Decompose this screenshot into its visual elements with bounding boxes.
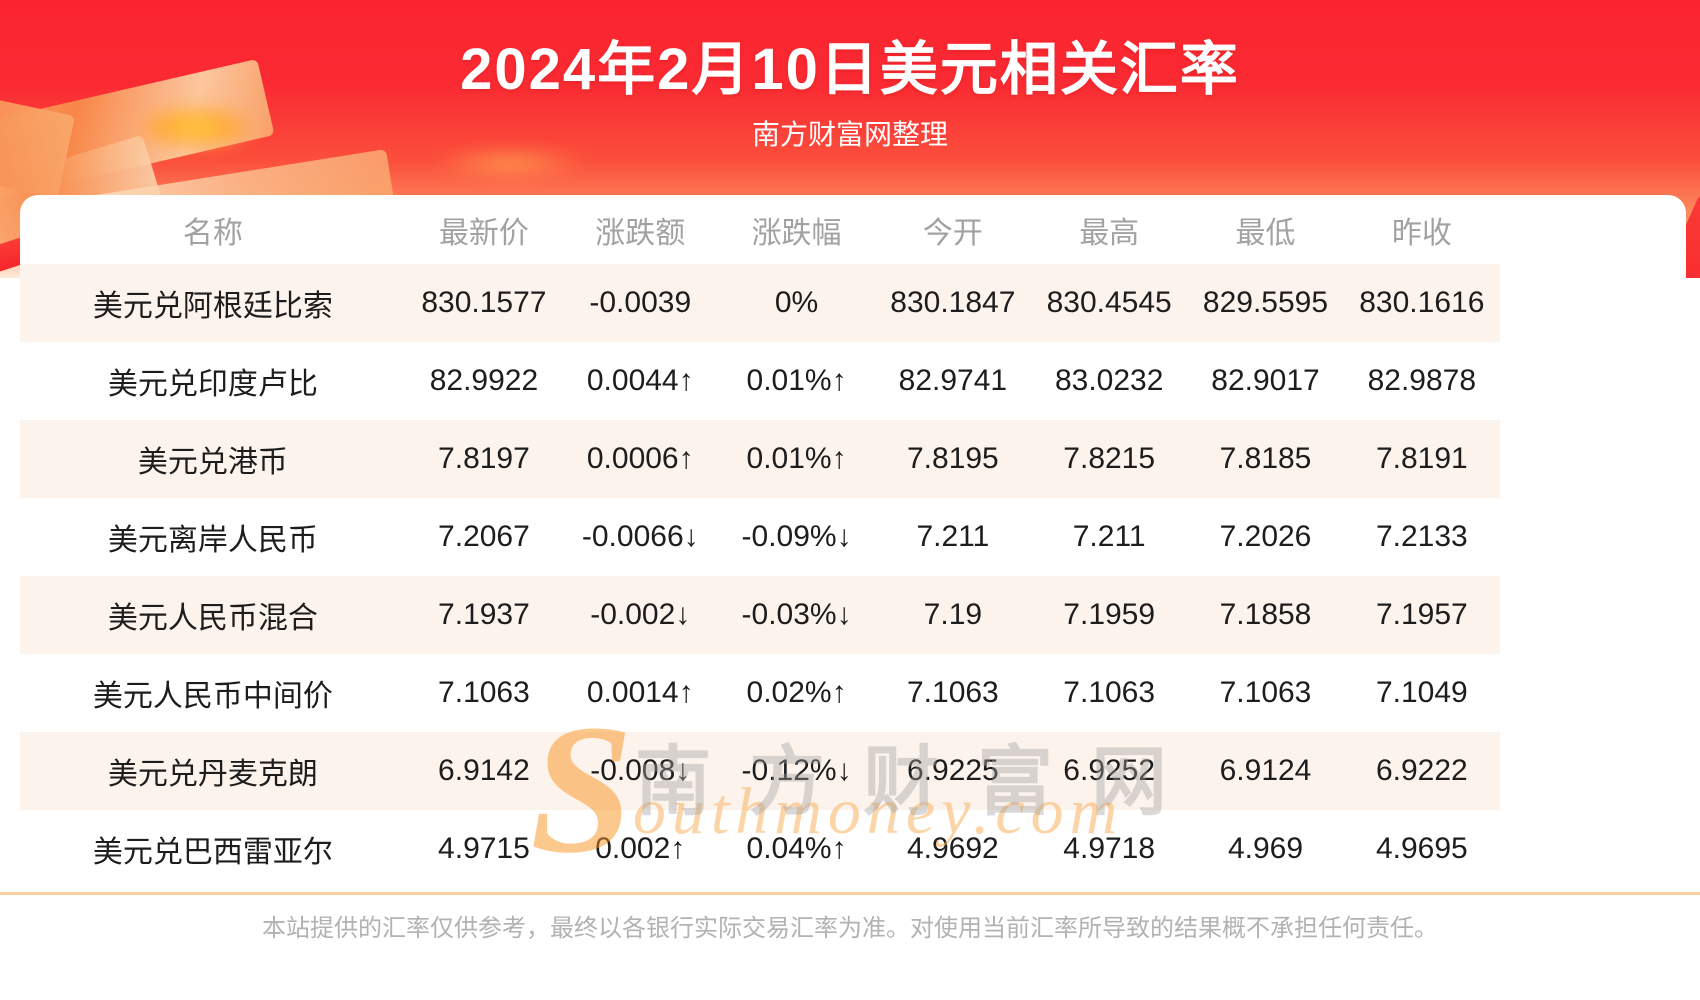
cell-latest: 7.2067 (438, 520, 530, 553)
cell-high: 83.0232 (1054, 364, 1164, 397)
cell-prev_close: 7.1049 (1375, 676, 1468, 709)
column-header-3: 涨跌幅 (751, 216, 842, 250)
cell-prev_close: 7.2133 (1375, 520, 1468, 553)
cell-high: 7.8215 (1031, 420, 1188, 498)
cell-change: -0.002↓ (562, 576, 719, 654)
cell-open: 7.8195 (874, 420, 1032, 498)
cell-low: 7.8185 (1187, 420, 1344, 498)
cell-latest: 82.9922 (429, 364, 539, 397)
column-header-2: 涨跌额 (595, 216, 686, 250)
table-header-row: 名称 最新价 涨跌额 涨跌幅 今开 最高 最低 昨收 (20, 195, 1500, 264)
cell-name: 美元人民币混合 (20, 576, 406, 654)
column-header-5: 最高 (1079, 216, 1140, 250)
cell-change_pct: -0.03%↓ (718, 576, 875, 654)
cell-name: 美元兑港币 (20, 420, 406, 498)
disclaimer-text: 本站提供的汇率仅供参考，最终以各银行实际交易汇率为准。对使用当前汇率所导致的结果… (262, 915, 1438, 942)
cell-name: 美元兑丹麦克朗 (20, 732, 406, 810)
cell-change_pct: 0.04%↑ (746, 832, 847, 865)
footer-divider (0, 892, 1700, 895)
table-row: 美元兑丹麦克朗 6.9142 -0.008↓ -0.12%↓ 6.9225 6.9252 6… (20, 732, 1500, 810)
glow-highlight-icon (430, 150, 590, 176)
page-subtitle: 南方财富网整理 (751, 119, 948, 150)
cell-prev_close: 4.9695 (1375, 832, 1468, 865)
table-row: 美元兑巴西雷亚尔 4.9715 0.002↑ 0.04%↑ 4.9692 4.9718 4.… (20, 810, 1500, 888)
cell-prev_close: 7.8191 (1343, 420, 1500, 498)
column-header-0: 名称 (182, 216, 243, 250)
cell-open: 7.19 (874, 576, 1032, 654)
cell-prev_close: 830.1616 (1343, 264, 1500, 342)
cell-change: -0.008↓ (562, 732, 719, 810)
cell-open: 7.1063 (906, 676, 999, 709)
cell-low: 82.9017 (1211, 364, 1320, 397)
cell-change: -0.0066↓ (581, 520, 699, 553)
cell-latest: 7.8197 (405, 420, 563, 498)
cell-change_pct: -0.12%↓ (718, 732, 875, 810)
cell-high: 7.211 (1072, 520, 1146, 553)
cell-prev_close: 6.9222 (1343, 732, 1500, 810)
cell-low: 7.2026 (1219, 520, 1312, 553)
cell-low: 7.1858 (1187, 576, 1344, 654)
cell-change_pct: 0.02%↑ (746, 676, 847, 709)
table-row: 美元人民币混合 7.1937 -0.002↓ -0.03%↓ 7.19 7.1959 7.1… (20, 576, 1500, 654)
cell-latest: 7.1063 (438, 676, 530, 709)
table-row: 美元兑港币 7.8197 0.0006↑ 0.01%↑ 7.8195 7.8215 7.81… (20, 420, 1500, 498)
cell-name: 美元离岸人民币 (107, 524, 318, 557)
column-header-1: 最新价 (438, 216, 529, 250)
cell-change_pct: -0.09%↓ (741, 520, 852, 553)
cell-change: -0.0039 (562, 264, 719, 342)
table-row: 美元离岸人民币 7.2067 -0.0066↓ -0.09%↓ 7.211 7.211 7.… (20, 498, 1500, 576)
cell-prev_close: 82.9878 (1367, 364, 1477, 397)
cell-prev_close: 7.1957 (1343, 576, 1500, 654)
cell-change_pct: 0% (718, 264, 875, 342)
page-title: 2024年2月10日美元相关汇率 (460, 37, 1240, 102)
cell-high: 7.1063 (1063, 676, 1156, 709)
cell-change: 0.002↑ (595, 832, 686, 865)
cell-low: 829.5595 (1187, 264, 1344, 342)
cell-latest: 830.1577 (405, 264, 563, 342)
table-row: 美元兑阿根廷比索 830.1577 -0.0039 0% 830.1847 830.454… (20, 264, 1500, 342)
rates-table-card: Southmoney.com 南方财富网 名称 最新价 涨跌额 涨跌幅 今开 最高 最低 昨收… (20, 195, 1686, 888)
cell-high: 6.9252 (1031, 732, 1188, 810)
cell-low: 6.9124 (1187, 732, 1344, 810)
cell-name: 美元人民币中间价 (92, 680, 333, 713)
column-header-6: 最低 (1235, 216, 1296, 250)
cell-change: 0.0044↑ (586, 364, 694, 397)
cell-change: 0.0014↑ (586, 676, 694, 709)
cell-change_pct: 0.01%↑ (718, 420, 875, 498)
column-header-7: 昨收 (1391, 216, 1452, 250)
rates-table: 名称 最新价 涨跌额 涨跌幅 今开 最高 最低 昨收 美元兑阿根廷比索 830.1577 -0.0… (20, 195, 1500, 888)
cell-open: 82.9741 (898, 364, 1008, 397)
cell-change: 0.0006↑ (562, 420, 719, 498)
cell-open: 830.1847 (874, 264, 1032, 342)
cell-latest: 4.9715 (438, 832, 530, 865)
cell-change_pct: 0.01%↑ (746, 364, 847, 397)
cell-low: 4.969 (1227, 832, 1304, 865)
cell-latest: 6.9142 (405, 732, 563, 810)
cell-high: 4.9718 (1063, 832, 1156, 865)
column-header-4: 今开 (922, 216, 983, 250)
table-row: 美元人民币中间价 7.1063 0.0014↑ 0.02%↑ 7.1063 7.1063 7… (20, 654, 1500, 732)
cell-latest: 7.1937 (405, 576, 563, 654)
cell-open: 6.9225 (874, 732, 1032, 810)
cell-name: 美元兑阿根廷比索 (20, 264, 406, 342)
table-row: 美元兑印度卢比 82.9922 0.0044↑ 0.01%↑ 82.9741 83.023… (20, 342, 1500, 420)
cell-high: 830.4545 (1031, 264, 1188, 342)
cell-open: 4.9692 (906, 832, 999, 865)
cell-name: 美元兑巴西雷亚尔 (92, 836, 333, 869)
cell-name: 美元兑印度卢比 (107, 368, 318, 401)
cell-high: 7.1959 (1031, 576, 1188, 654)
cell-open: 7.211 (916, 520, 990, 553)
cell-low: 7.1063 (1219, 676, 1312, 709)
